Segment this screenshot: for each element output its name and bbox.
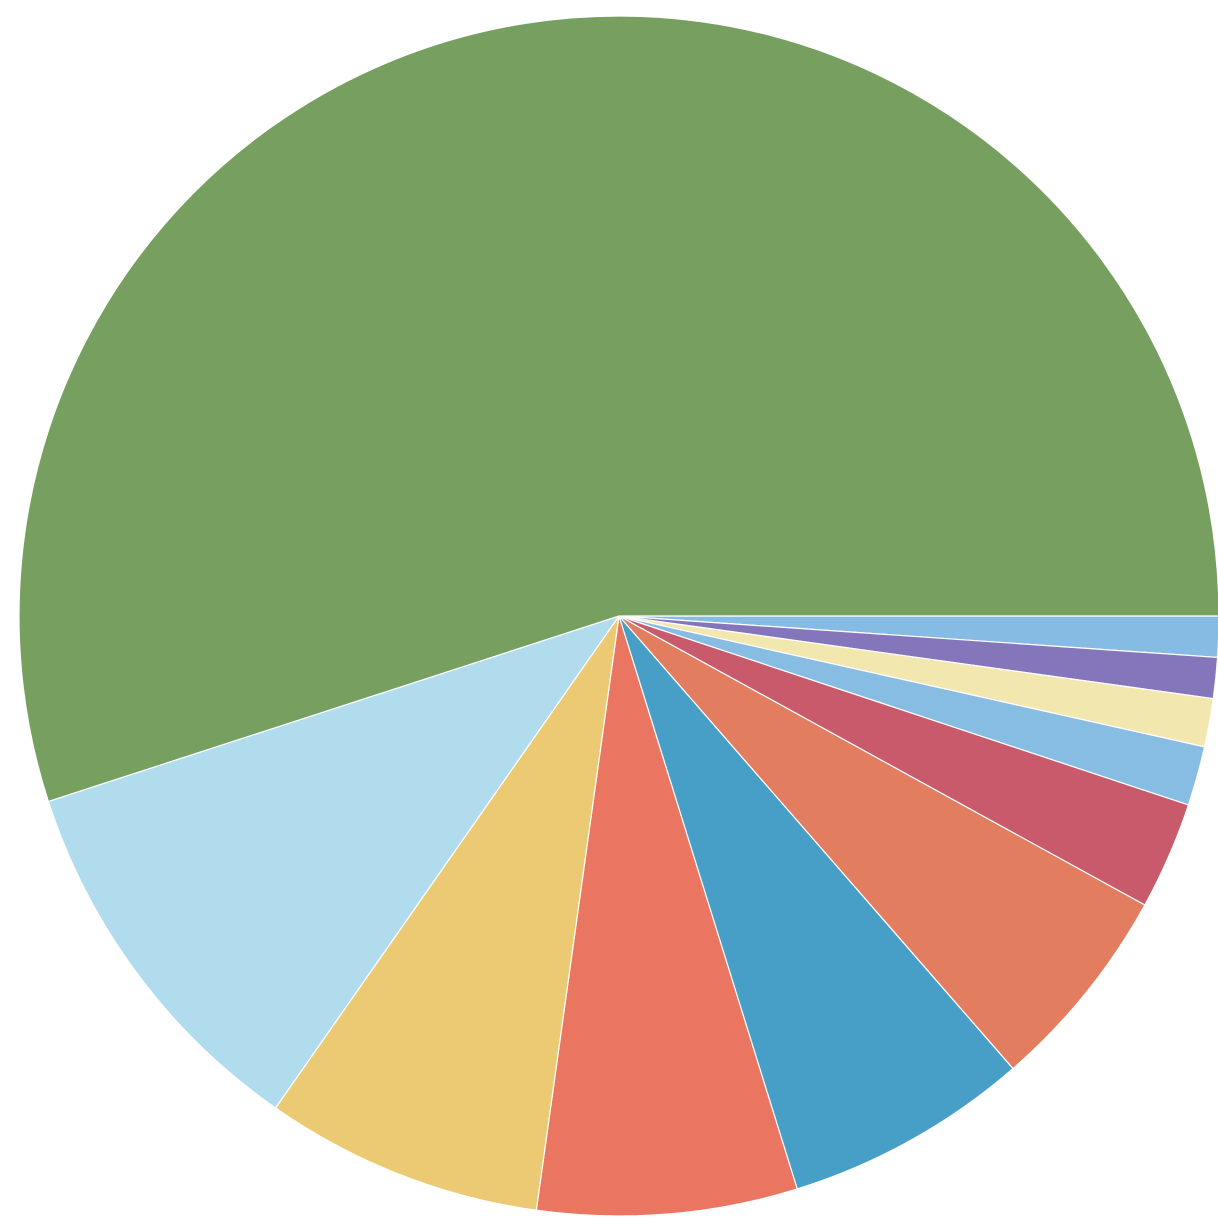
pie-slice-7	[618, 615, 1014, 1190]
pie-slice-6	[618, 615, 1146, 1070]
pie-slice-10	[47, 614, 621, 1109]
pie-slice-8	[535, 615, 798, 1217]
pie-slice-11	[18, 15, 1218, 803]
pie-slice-9	[274, 615, 620, 1211]
